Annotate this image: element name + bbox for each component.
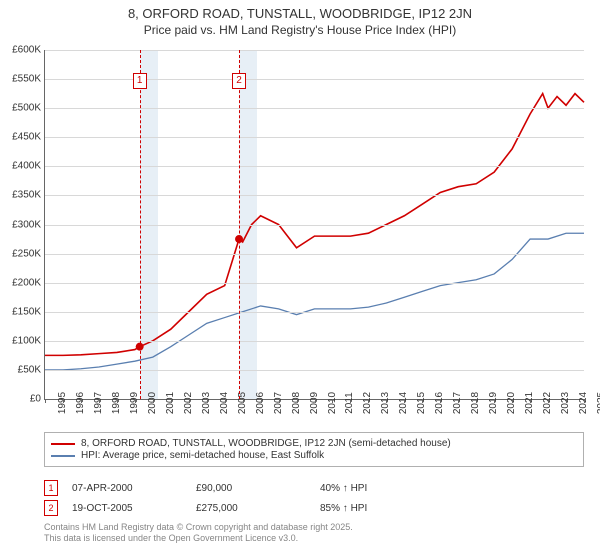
legend-label: HPI: Average price, semi-detached house,… [81, 450, 324, 461]
sale-row-2: 2 19-OCT-2005 £275,000 85% ↑ HPI [44, 500, 584, 516]
sale-price: £90,000 [196, 483, 306, 494]
sale-date: 19-OCT-2005 [72, 503, 182, 514]
license-text: Contains HM Land Registry data © Crown c… [44, 522, 584, 545]
chart-title: 8, ORFORD ROAD, TUNSTALL, WOODBRIDGE, IP… [0, 6, 600, 21]
y-axis-label: £100K [12, 335, 41, 346]
y-axis-label: £400K [12, 161, 41, 172]
chart-subtitle: Price paid vs. HM Land Registry's House … [0, 23, 600, 37]
sale-marker-badge: 1 [44, 480, 58, 496]
y-axis-label: £50K [18, 364, 41, 375]
y-axis-label: £0 [30, 394, 41, 405]
y-axis-label: £550K [12, 74, 41, 85]
x-axis-label: 2025 [584, 392, 600, 414]
legend-swatch [51, 455, 75, 457]
license-line: Contains HM Land Registry data © Crown c… [44, 522, 584, 533]
y-axis-label: £300K [12, 219, 41, 230]
event-marker-1: 1 [133, 73, 147, 89]
sale-marker-badge: 2 [44, 500, 58, 516]
y-axis-label: £350K [12, 190, 41, 201]
legend-item-property: 8, ORFORD ROAD, TUNSTALL, WOODBRIDGE, IP… [51, 438, 577, 449]
y-axis-label: £150K [12, 306, 41, 317]
sale-hpi-delta: 40% ↑ HPI [320, 483, 584, 494]
y-axis-label: £250K [12, 248, 41, 259]
event-marker-2: 2 [232, 73, 246, 89]
license-line: This data is licensed under the Open Gov… [44, 533, 584, 544]
y-axis-label: £450K [12, 132, 41, 143]
sale-hpi-delta: 85% ↑ HPI [320, 503, 584, 514]
y-axis-label: £600K [12, 45, 41, 56]
chart-legend: 8, ORFORD ROAD, TUNSTALL, WOODBRIDGE, IP… [44, 432, 584, 467]
chart-plot-area: £0£50K£100K£150K£200K£250K£300K£350K£400… [44, 50, 584, 400]
sale-row-1: 1 07-APR-2000 £90,000 40% ↑ HPI [44, 480, 584, 496]
y-axis-label: £200K [12, 277, 41, 288]
sale-date: 07-APR-2000 [72, 483, 182, 494]
sales-table: 1 07-APR-2000 £90,000 40% ↑ HPI 2 19-OCT… [44, 476, 584, 520]
legend-swatch [51, 443, 75, 445]
y-axis-label: £500K [12, 103, 41, 114]
sale-price: £275,000 [196, 503, 306, 514]
legend-label: 8, ORFORD ROAD, TUNSTALL, WOODBRIDGE, IP… [81, 438, 451, 449]
legend-item-hpi: HPI: Average price, semi-detached house,… [51, 450, 577, 461]
